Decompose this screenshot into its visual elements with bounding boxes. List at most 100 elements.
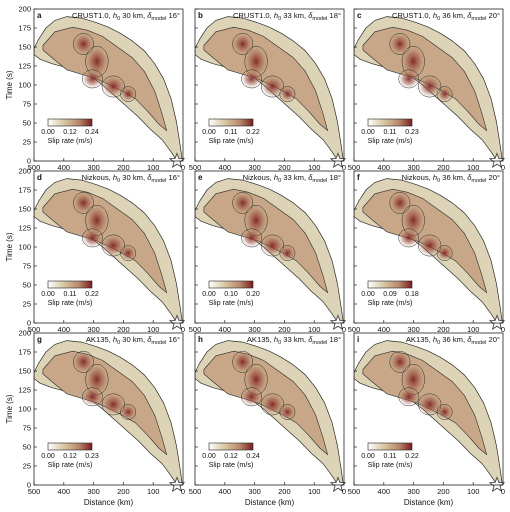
colorbar [47, 442, 93, 451]
panel-letter: a [37, 11, 42, 20]
panel-e: 500 400 300 200 100 0 e Nizkous, h0 33 km, δmod… [189, 170, 347, 334]
x-tick-label: 500 [348, 163, 361, 172]
x-tick-label: 300 [87, 325, 100, 334]
colorbar-tick-label: 0.00 [41, 291, 55, 298]
colorbar-label: Slip rate (m/s) [48, 298, 93, 307]
x-tick-label: 200 [278, 487, 291, 496]
x-tick-label: 0 [342, 163, 346, 172]
panel-title: AK135, h0 36 km, δmodel 20° [406, 335, 500, 346]
slip-peak-5 [120, 245, 137, 261]
colorbar-tick-label: 0.23 [405, 129, 419, 136]
x-tick-label: 500 [189, 325, 202, 334]
colorbar-tick-label: 0.11 [63, 291, 76, 298]
x-axis-label: Distance (km) [404, 498, 454, 507]
colorbar-tick-label: 0.00 [202, 453, 216, 460]
panel-title: CRUST1.0, h0 30 km, δmodel 16° [72, 11, 180, 22]
colorbar-tick-label: 0.18 [405, 291, 419, 298]
panel-letter: c [357, 11, 362, 20]
slip-peak-4 [101, 234, 125, 257]
colorbar [47, 280, 93, 289]
y-tick-label: 100 [18, 405, 31, 414]
slip-peak-5 [120, 86, 137, 102]
x-tick-label: 200 [437, 325, 450, 334]
hypocenter-star-icon [329, 476, 347, 493]
slip-peak-3 [241, 387, 262, 407]
colorbar-tick-label: 0.20 [246, 291, 260, 298]
colorbar-tick-label: 0.00 [361, 453, 375, 460]
y-tick-label: 25 [23, 300, 31, 309]
x-tick-label: 100 [308, 325, 321, 334]
slip-peak-4 [418, 75, 442, 98]
colorbar-label: Slip rate (m/s) [368, 136, 413, 145]
slip-peak-5 [120, 404, 137, 420]
colorbar [367, 118, 413, 127]
colorbar-label: Slip rate (m/s) [368, 460, 413, 469]
y-tick-label: 0 [27, 481, 31, 490]
slip-peak-4 [260, 75, 285, 98]
slip-peak-4 [418, 393, 442, 416]
y-tick-label: 25 [23, 138, 31, 147]
x-tick-label: 500 [348, 325, 361, 334]
x-tick-label: 400 [58, 487, 71, 496]
panel-d: 0 25 50 75 100 125 150 175 200 500 400 300 200 100 0 d N… [18, 167, 186, 334]
hypocenter-star-icon [488, 152, 506, 169]
x-tick-label: 500 [189, 163, 202, 172]
x-axis-label: Distance (km) [245, 498, 295, 507]
slip-peak-4 [101, 75, 125, 98]
y-tick-label: 50 [23, 119, 31, 128]
x-tick-label: 200 [437, 163, 450, 172]
panel-title: Nizkous, h0 36 km, δmodel 20° [402, 173, 500, 184]
colorbar-label: Slip rate (m/s) [209, 460, 254, 469]
panel-letter: i [357, 335, 359, 344]
colorbar-tick-label: 0.12 [63, 453, 77, 460]
colorbar-tick-label: 0.23 [85, 453, 99, 460]
colorbar-tick-label: 0.11 [383, 129, 396, 136]
slip-peak-5 [436, 86, 453, 102]
panel-letter: f [357, 173, 360, 182]
x-tick-label: 0 [501, 163, 505, 172]
slip-contour-mid [42, 26, 168, 132]
y-tick-label: 150 [18, 43, 31, 52]
x-tick-label: 400 [219, 325, 232, 334]
slip-peak-3 [82, 228, 103, 248]
panel-title: Nizkous, h0 30 km, δmodel 16° [82, 173, 180, 184]
x-tick-label: 300 [407, 163, 420, 172]
y-tick-label: 200 [18, 329, 31, 338]
colorbar-tick-label: 0.12 [224, 453, 238, 460]
x-tick-label: 200 [278, 325, 291, 334]
x-tick-label: 400 [58, 325, 71, 334]
colorbar-tick-label: 0.10 [224, 291, 238, 298]
x-tick-label: 400 [219, 163, 232, 172]
y-tick-label: 75 [23, 100, 31, 109]
panel-title: Nizkous, h0 33 km, δmodel 18° [243, 173, 341, 184]
x-axis-label: Distance (km) [84, 498, 134, 507]
panel-title: AK135, h0 33 km, δmodel 18° [247, 335, 341, 346]
x-tick-label: 0 [181, 163, 185, 172]
colorbar-tick-label: 0.22 [246, 129, 260, 136]
panel-letter: g [37, 335, 42, 344]
colorbar-tick-label: 0.11 [224, 129, 237, 136]
x-tick-label: 0 [342, 487, 346, 496]
hypocenter-star-icon [168, 152, 186, 169]
slip-peak-3 [398, 228, 420, 248]
x-tick-label: 100 [467, 163, 480, 172]
slip-peak-4 [101, 393, 125, 416]
colorbar-tick-label: 0.00 [41, 453, 55, 460]
colorbar [208, 280, 254, 289]
y-tick-label: 175 [18, 348, 31, 357]
slip-peak-1 [389, 351, 411, 373]
y-tick-label: 125 [18, 224, 31, 233]
x-tick-label: 0 [501, 325, 505, 334]
slip-peak-1 [232, 351, 254, 373]
y-tick-label: 200 [18, 167, 31, 176]
slip-peak-3 [241, 69, 262, 89]
slip-peak-4 [260, 393, 285, 416]
x-tick-label: 300 [248, 163, 261, 172]
x-tick-label: 400 [378, 325, 391, 334]
slip-peak-1 [73, 33, 94, 55]
panel-letter: b [198, 11, 203, 20]
colorbar-label: Slip rate (m/s) [48, 460, 93, 469]
x-tick-label: 100 [147, 487, 160, 496]
x-tick-label: 100 [308, 487, 321, 496]
